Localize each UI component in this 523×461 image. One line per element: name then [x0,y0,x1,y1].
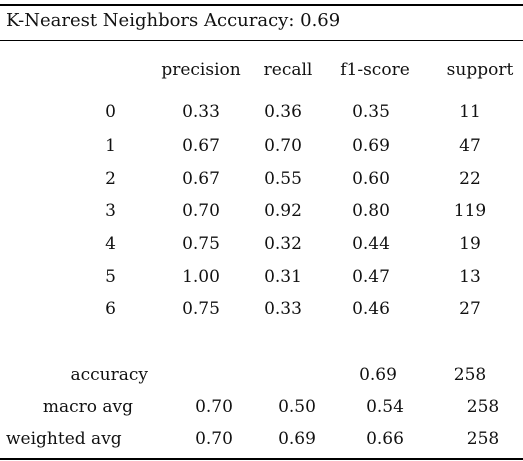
cell-precision: 0.70 [182,201,220,221]
table-title: K-Nearest Neighbors Accuracy: 0.69 [6,10,341,31]
cell-precision: 1.00 [182,267,220,287]
summary-support: 258 [453,365,487,385]
cell-f1: 0.44 [352,234,390,254]
cell-precision: 0.67 [182,169,220,189]
table-top-rule [0,4,523,6]
cell-recall: 0.92 [264,201,302,221]
cell-f1: 0.47 [352,267,390,287]
row-label: 4 [105,234,116,254]
row-label: 5 [105,267,116,287]
summary-f1: 0.66 [366,429,404,449]
column-header-2: recall [263,60,313,80]
cell-precision: 0.33 [182,102,220,122]
row-label: 0 [105,102,116,122]
cell-f1: 0.69 [352,136,390,156]
summary-f1: 0.69 [359,365,397,385]
summary-label: weighted avg [6,429,122,449]
summary-label: macro avg [42,397,133,417]
row-label: 6 [105,299,116,319]
cell-precision: 0.67 [182,136,220,156]
cell-precision: 0.75 [182,234,220,254]
summary-recall: 0.69 [278,429,316,449]
summary-label: accuracy [70,365,148,385]
cell-recall: 0.33 [264,299,302,319]
cell-recall: 0.70 [264,136,302,156]
summary-precision: 0.70 [195,397,233,417]
cell-recall: 0.36 [264,102,302,122]
column-header-4: support [446,60,514,80]
cell-support: 13 [459,267,481,287]
cell-support: 19 [459,234,481,254]
cell-support: 119 [453,201,487,221]
cell-f1: 0.60 [352,169,390,189]
column-header-3: f1-score [340,60,410,80]
cell-support: 27 [459,299,481,319]
summary-support: 258 [466,397,500,417]
cell-recall: 0.32 [264,234,302,254]
cell-precision: 0.75 [182,299,220,319]
cell-f1: 0.80 [352,201,390,221]
cell-support: 47 [459,136,481,156]
title-rule [0,40,523,41]
cell-f1: 0.46 [352,299,390,319]
row-label: 2 [105,169,116,189]
row-label: 1 [105,136,116,156]
cell-recall: 0.55 [264,169,302,189]
summary-f1: 0.54 [366,397,404,417]
table-bottom-rule [0,458,523,460]
cell-f1: 0.35 [352,102,390,122]
cell-recall: 0.31 [264,267,302,287]
summary-support: 258 [466,429,500,449]
row-label: 3 [105,201,116,221]
cell-support: 11 [459,102,481,122]
column-header-1: precision [161,60,241,80]
summary-recall: 0.50 [278,397,316,417]
summary-precision: 0.70 [195,429,233,449]
cell-support: 22 [459,169,481,189]
